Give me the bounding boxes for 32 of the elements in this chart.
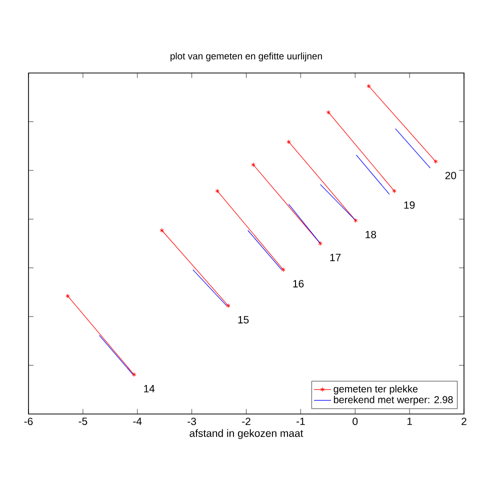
annotation: 16 <box>293 280 304 288</box>
x-tick-label: -6 <box>24 418 33 426</box>
annotation: 19 <box>404 201 415 209</box>
point <box>354 218 358 223</box>
annotation: 17 <box>330 254 341 262</box>
point <box>281 267 286 272</box>
point <box>215 188 220 194</box>
annotation: 14 <box>144 385 155 392</box>
chart-title: plot van gemeten en gefitte uurlijnen <box>170 52 322 62</box>
x-tick-label: -4 <box>133 418 142 425</box>
x-tick-label: 2 <box>462 418 466 425</box>
point <box>366 84 371 88</box>
point <box>392 188 396 194</box>
x-tick-label: -2 <box>242 418 250 425</box>
annotation: 18 <box>366 230 376 238</box>
x-tick-label: -5 <box>78 418 88 425</box>
point <box>251 162 256 168</box>
x-tick-label: 0 <box>352 418 358 426</box>
legend-label: berekend met werper: 2.98 <box>334 396 453 406</box>
x-axis-title: afstand in gekozen maat <box>190 429 304 440</box>
x-tick-label: 1 <box>407 418 412 425</box>
point <box>160 228 164 233</box>
point <box>286 140 291 144</box>
point <box>318 241 322 246</box>
legend-label: gemeten ter plekke <box>334 385 418 394</box>
annotation: 20 <box>445 172 456 180</box>
point <box>326 110 330 115</box>
point <box>132 372 136 377</box>
x-tick-label: -1 <box>296 418 305 425</box>
x-tick-label: -3 <box>188 418 196 426</box>
annotation: 15 <box>238 316 249 324</box>
point <box>226 303 230 308</box>
